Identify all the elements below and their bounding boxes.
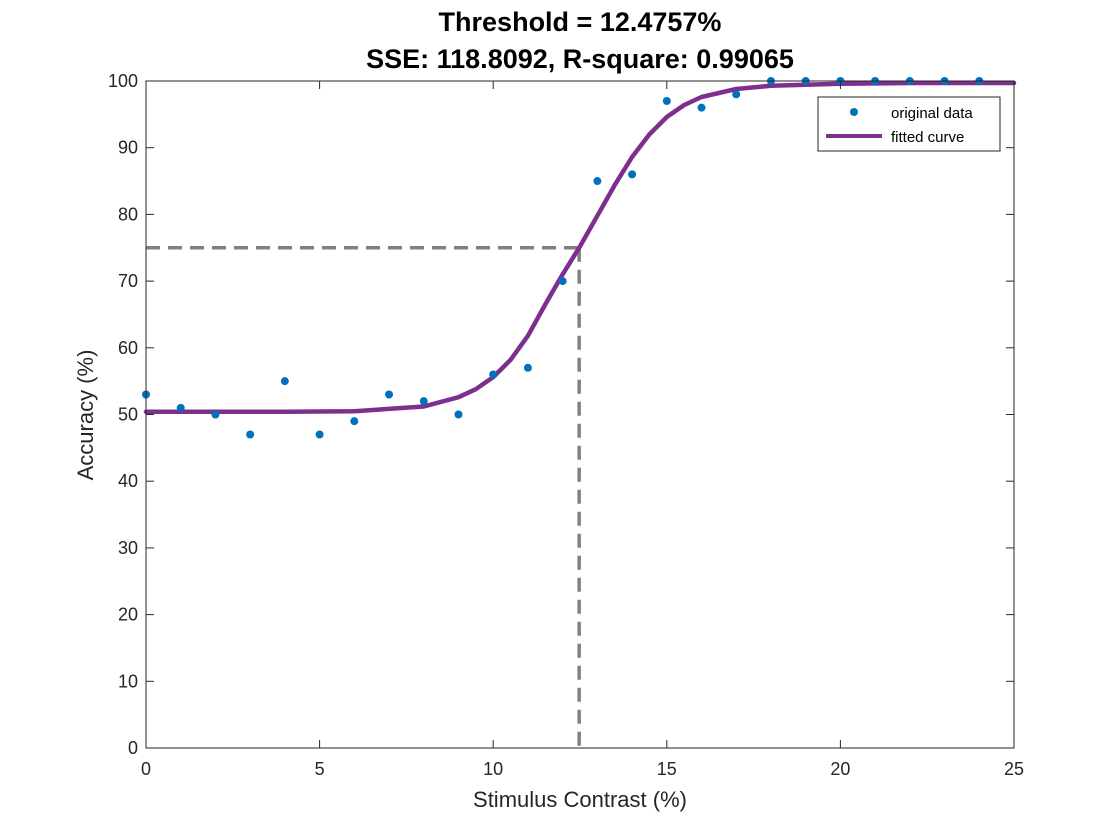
y-tick-label: 70: [118, 271, 138, 291]
y-tick-label: 30: [118, 538, 138, 558]
data-point: [558, 277, 567, 286]
data-point: [350, 417, 359, 426]
data-point: [176, 403, 185, 412]
x-tick-label: 25: [1004, 759, 1024, 779]
y-tick-label: 60: [118, 338, 138, 358]
x-tick-label: 15: [657, 759, 677, 779]
data-point: [280, 377, 289, 386]
data-point: [593, 177, 602, 186]
y-tick-label: 40: [118, 471, 138, 491]
chart-title: Threshold = 12.4757%: [439, 7, 722, 37]
x-tick-label: 0: [141, 759, 151, 779]
y-axis-label: Accuracy (%): [73, 350, 98, 481]
y-tick-label: 50: [118, 405, 138, 425]
plot-area: [142, 77, 1017, 748]
data-point: [523, 363, 532, 372]
data-point: [697, 103, 706, 112]
data-point: [662, 97, 671, 106]
axis-ticks: 0 5 10 15 20 25 0 10 20 30 40 50 60 70 80 90 100: [108, 71, 1024, 779]
y-tick-label: 0: [128, 738, 138, 758]
data-point: [628, 170, 637, 179]
y-tick-label: 80: [118, 204, 138, 224]
x-tick-label: 5: [315, 759, 325, 779]
data-point: [454, 410, 463, 419]
legend-label-fitted-curve: fitted curve: [891, 129, 964, 146]
legend-marker-original-data: [850, 108, 858, 116]
y-tick-label: 10: [118, 671, 138, 691]
data-point: [732, 90, 741, 99]
data-point: [315, 430, 324, 439]
data-point: [246, 430, 255, 439]
data-point: [211, 410, 220, 419]
legend-box: [817, 96, 1001, 152]
x-axis-label: Stimulus Contrast (%): [473, 787, 687, 812]
legend-label-original-data: original data: [891, 105, 973, 122]
data-point: [419, 397, 428, 406]
x-tick-label: 20: [830, 759, 850, 779]
x-tick-label: 10: [483, 759, 503, 779]
fitted-curve-line: [143, 80, 1017, 415]
y-tick-label: 100: [108, 71, 138, 91]
data-point: [385, 390, 394, 399]
chart-subtitle: SSE: 118.8092, R-square: 0.99065: [366, 44, 794, 74]
legend: original data fitted curve: [817, 96, 1001, 152]
y-tick-label: 90: [118, 138, 138, 158]
data-point: [489, 370, 498, 379]
y-tick-label: 20: [118, 605, 138, 625]
